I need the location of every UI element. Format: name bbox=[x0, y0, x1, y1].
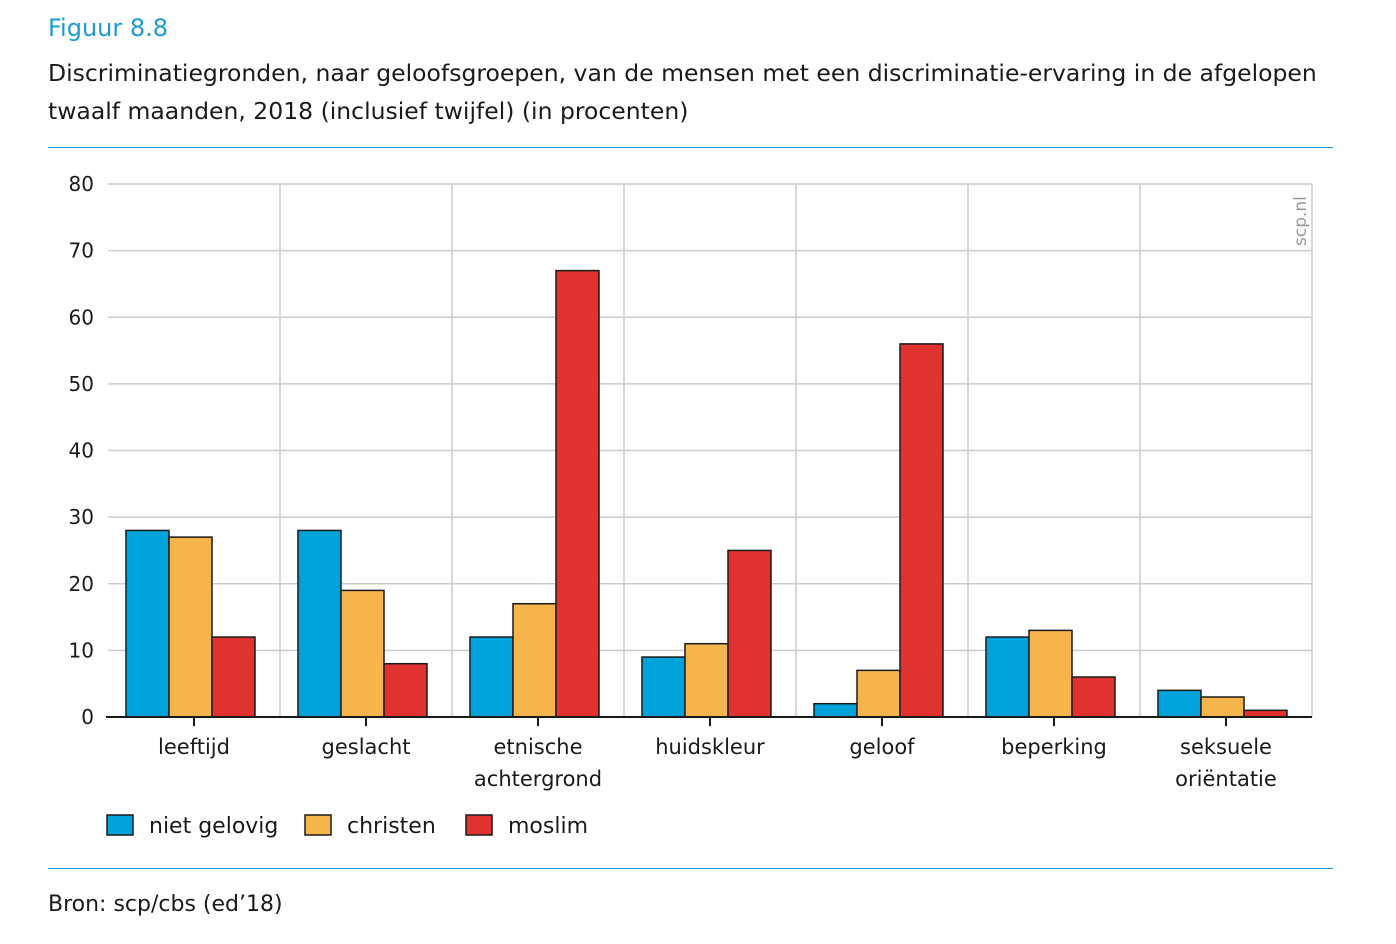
grid bbox=[108, 183, 1313, 717]
x-category-label: achtergrond bbox=[474, 767, 602, 791]
x-category-label: etnische bbox=[493, 735, 582, 759]
bar-niet-gelovig bbox=[1157, 689, 1202, 718]
bar-christen bbox=[1200, 696, 1245, 718]
bar-niet-gelovig bbox=[813, 702, 858, 718]
bottom-divider bbox=[48, 868, 1333, 869]
x-category-label: seksuele bbox=[1180, 735, 1272, 759]
x-category-label: geslacht bbox=[322, 735, 411, 759]
legend-swatch-niet-gelovig bbox=[106, 814, 134, 836]
bar-moslim bbox=[899, 343, 944, 718]
bar-niet-gelovig bbox=[985, 636, 1030, 718]
legend-label-niet-gelovig: niet gelovig bbox=[149, 814, 278, 839]
bars bbox=[125, 269, 1288, 718]
axes: 0 10 20 30 40 50 60 70 80 leeftijd geslacht etnisch… bbox=[69, 172, 1312, 791]
x-category-label: geloof bbox=[849, 735, 915, 759]
legend-label-moslim: moslim bbox=[508, 814, 588, 839]
y-tick-label: 50 bbox=[69, 372, 94, 396]
x-category-label: oriëntatie bbox=[1175, 767, 1277, 791]
bar-moslim bbox=[383, 662, 428, 718]
legend-swatch-moslim bbox=[465, 814, 493, 836]
bar-moslim bbox=[555, 269, 600, 718]
bar-christen bbox=[684, 642, 729, 718]
y-tick-label: 0 bbox=[81, 705, 94, 729]
bar-moslim bbox=[727, 549, 772, 718]
y-tick-label: 30 bbox=[69, 505, 94, 529]
legend: niet gelovig christen moslim bbox=[106, 814, 588, 839]
watermark-text: scp.nl bbox=[1291, 196, 1311, 246]
legend-label-christen: christen bbox=[347, 814, 436, 839]
bar-christen bbox=[340, 589, 385, 718]
bar-moslim bbox=[1071, 676, 1116, 718]
bar-christen bbox=[856, 669, 901, 718]
bar-niet-gelovig bbox=[125, 529, 170, 718]
bar-christen bbox=[1028, 629, 1073, 718]
y-tick-label: 60 bbox=[69, 305, 94, 329]
top-divider bbox=[48, 147, 1333, 148]
x-category-label: huidskleur bbox=[655, 735, 765, 759]
y-tick-label: 10 bbox=[69, 638, 94, 662]
source-note: Bron: scp/cbs (ed’18) bbox=[48, 892, 283, 917]
bar-niet-gelovig bbox=[297, 529, 342, 718]
x-category-label: leeftijd bbox=[158, 735, 230, 759]
bar-christen bbox=[168, 536, 213, 718]
x-category-label: beperking bbox=[1001, 735, 1107, 759]
y-tick-label: 20 bbox=[69, 572, 94, 596]
legend-swatch-christen bbox=[304, 814, 332, 836]
y-tick-label: 40 bbox=[69, 439, 94, 463]
bar-niet-gelovig bbox=[469, 636, 514, 718]
bar-moslim bbox=[211, 636, 256, 718]
bar-niet-gelovig bbox=[641, 656, 686, 718]
y-tick-label: 80 bbox=[69, 172, 94, 196]
chart-title: Discriminatiegronden, naar geloofsgroepe… bbox=[48, 59, 1317, 125]
figure-label: Figuur 8.8 bbox=[48, 14, 169, 42]
y-tick-label: 70 bbox=[69, 239, 94, 263]
bar-christen bbox=[512, 602, 557, 718]
